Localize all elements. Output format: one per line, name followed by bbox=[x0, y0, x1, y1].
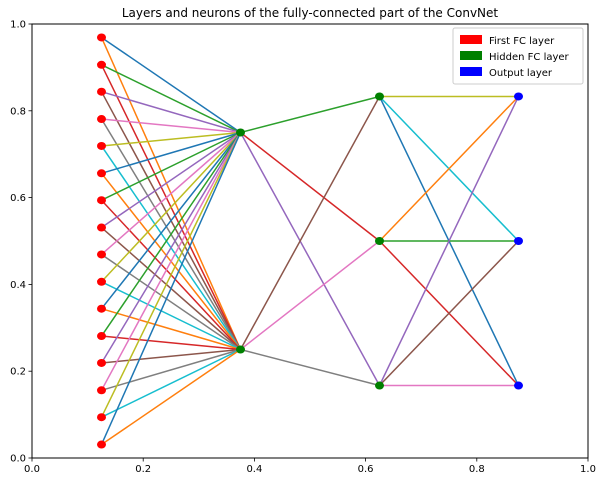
edge-line bbox=[101, 335, 241, 351]
chart-title: Layers and neurons of the fully-connecte… bbox=[122, 6, 499, 20]
neuron-point bbox=[514, 237, 523, 245]
edge-line bbox=[100, 132, 242, 364]
neuron-point bbox=[97, 169, 106, 178]
neuron-point bbox=[375, 381, 384, 390]
edge-line bbox=[100, 132, 242, 391]
edge-line bbox=[378, 95, 520, 242]
edge-line bbox=[101, 131, 241, 201]
neuron-point bbox=[97, 304, 106, 313]
edge-line bbox=[240, 95, 380, 134]
edge-line bbox=[101, 348, 241, 392]
legend-swatch bbox=[460, 51, 482, 60]
neuron-point bbox=[97, 60, 106, 69]
edge-line bbox=[101, 348, 241, 364]
neuron-point bbox=[97, 250, 106, 259]
edge-line bbox=[100, 131, 242, 283]
edge-line bbox=[101, 253, 241, 351]
neuron-point bbox=[236, 345, 245, 354]
x-tick-label: 1.0 bbox=[580, 464, 596, 475]
legend-box bbox=[452, 27, 584, 85]
ticks-layer: 0.0 0.2 0.4 0.6 0.8 1.0 0.0 0.2 0.4 0.6 0.8 1.0 bbox=[10, 20, 596, 476]
edge-line bbox=[101, 36, 241, 134]
y-tick-label: 1.0 bbox=[10, 20, 26, 31]
edge-line bbox=[100, 132, 242, 310]
edge-line bbox=[378, 96, 520, 386]
edge-line bbox=[101, 348, 241, 446]
y-tick-label: 0.8 bbox=[10, 106, 26, 117]
neuron-point bbox=[375, 92, 384, 101]
neuron-point bbox=[375, 237, 384, 245]
edge-line bbox=[239, 96, 381, 350]
x-tick-label: 0.6 bbox=[358, 464, 374, 475]
axes-frame bbox=[31, 23, 589, 459]
edge-line bbox=[101, 281, 241, 351]
edge-line bbox=[100, 132, 242, 418]
neuron-point bbox=[97, 332, 106, 341]
edge-line bbox=[101, 348, 241, 418]
edge-line bbox=[101, 131, 241, 229]
neuron-point bbox=[97, 358, 106, 367]
legend-label: Hidden FC layer bbox=[489, 52, 570, 63]
legend: First FC layer Hidden FC layer Output laye… bbox=[452, 27, 584, 85]
edge-line bbox=[101, 131, 241, 147]
neuron-point bbox=[514, 381, 523, 390]
edge-line bbox=[378, 240, 520, 387]
edge-line bbox=[240, 131, 380, 242]
edge-line bbox=[101, 90, 241, 134]
x-tick-label: 0.4 bbox=[246, 464, 262, 475]
y-tick-label: 0.2 bbox=[10, 367, 26, 378]
x-tick-label: 0.2 bbox=[135, 464, 151, 475]
neuron-point bbox=[97, 440, 106, 449]
neuron-point bbox=[97, 141, 106, 150]
legend-label: Output layer bbox=[489, 68, 553, 79]
x-tick-label: 0.0 bbox=[24, 464, 40, 475]
neuron-point bbox=[514, 92, 523, 101]
legend-swatch bbox=[460, 35, 482, 44]
edge-line bbox=[101, 307, 241, 351]
x-tick-label: 0.8 bbox=[469, 464, 485, 475]
y-tick-label: 0.0 bbox=[10, 454, 26, 465]
neuron-point bbox=[97, 386, 106, 395]
neuron-point bbox=[97, 196, 106, 205]
neuron-point bbox=[97, 223, 106, 232]
neuron-point bbox=[97, 115, 106, 124]
edges-layer bbox=[100, 36, 520, 446]
edge-line bbox=[239, 132, 381, 386]
edge-line bbox=[100, 132, 242, 445]
y-tick-label: 0.4 bbox=[10, 280, 26, 291]
edge-line bbox=[240, 348, 380, 387]
legend-swatch bbox=[460, 67, 482, 76]
edge-line bbox=[100, 132, 242, 337]
nodes-layer bbox=[97, 33, 523, 449]
edge-line bbox=[101, 131, 241, 256]
edge-line bbox=[101, 118, 241, 134]
neuron-point bbox=[97, 277, 106, 286]
y-tick-label: 0.6 bbox=[10, 193, 26, 204]
edge-line bbox=[101, 64, 241, 134]
neuron-point bbox=[97, 33, 106, 42]
neuron-point bbox=[236, 128, 245, 137]
neuron-point bbox=[97, 87, 106, 96]
edge-line bbox=[240, 240, 380, 351]
neuron-point bbox=[97, 413, 106, 422]
edge-line bbox=[101, 131, 241, 175]
legend-label: First FC layer bbox=[489, 36, 555, 47]
